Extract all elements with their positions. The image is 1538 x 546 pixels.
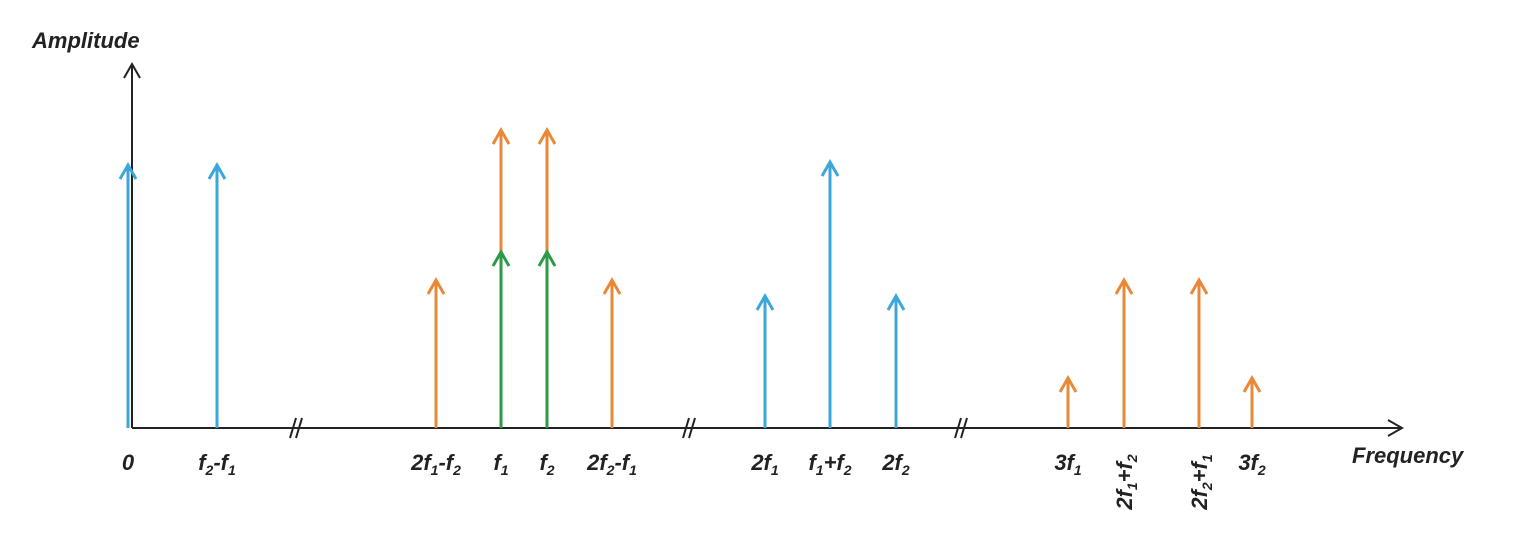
subscript: 1 [816,462,824,478]
label-part: 0 [122,450,135,475]
label-part: f [493,450,503,475]
x-axis-arrowhead [1387,419,1405,437]
frequency-label: 2f1-f2 [410,450,461,478]
frequency-label: f1 [493,450,508,478]
label-part: -f [614,450,631,475]
subscript: 2 [1124,454,1140,463]
y-axis-label: Amplitude [31,28,140,53]
label-part: +f [1187,459,1212,482]
arrowhead [1114,276,1134,295]
subscript: 1 [1124,482,1140,490]
arrowhead [1058,374,1078,393]
label-part: -f [438,450,455,475]
subscript: 1 [501,462,509,478]
label-part: 2f [410,450,433,475]
subscript: 2 [546,462,555,478]
subscript: 1 [629,462,637,478]
arrowhead [537,248,557,267]
frequency-label: 3f1 [1054,450,1082,478]
label-part: 2f [750,450,773,475]
frequency-label: 2f1 [750,450,779,478]
frequency-label: f2-f1 [198,450,236,478]
arrowhead [755,292,775,311]
frequency-label: 2f2-f1 [586,450,637,478]
subscript: 2 [452,462,461,478]
subscript: 2 [606,462,615,478]
label-part: f [198,450,208,475]
subscript: 2 [843,462,852,478]
subscript: 1 [771,462,779,478]
arrowhead [537,126,557,145]
subscript: 1 [1074,462,1082,478]
arrowhead [118,161,138,180]
label-part: +f [1112,459,1137,482]
x-axis-label: Frequency [1352,443,1465,468]
arrowhead [1242,374,1262,393]
label-part: 2f [1187,487,1212,510]
arrowhead [426,276,446,295]
label-part: 2f [1112,487,1137,510]
arrowhead [491,248,511,267]
frequency-label: 2f2 [881,450,910,478]
subscript: 1 [1199,454,1215,462]
arrowhead [886,292,906,311]
arrowhead [491,126,511,145]
arrowhead [207,161,227,180]
label-part: -f [213,450,230,475]
subscript: 2 [901,462,910,478]
frequency-label: 2f2+f1 [1187,454,1215,511]
axis-break [289,417,303,439]
subscript: 2 [1199,482,1215,491]
y-axis-arrowhead [123,61,141,79]
axis-breaks [289,417,968,439]
frequency-label: f2 [539,450,554,478]
subscript: 2 [205,462,214,478]
arrowhead [602,276,622,295]
label-part: 2f [881,450,904,475]
arrowhead [820,158,840,177]
subscript: 1 [228,462,236,478]
arrowhead [1189,276,1209,295]
subscript: 1 [431,462,439,478]
axis-break [954,417,968,439]
label-part: +f [824,450,847,475]
label-part: f [539,450,549,475]
label-part: 3f [1054,450,1076,475]
frequency-label: f1+f2 [808,450,851,478]
label-part: 3f [1238,450,1260,475]
frequency-label: 3f2 [1238,450,1266,478]
label-part: f [808,450,818,475]
axis-break [682,417,696,439]
frequency-label: 2f1+f2 [1112,454,1140,511]
frequency-label: 0 [122,450,135,475]
subscript: 2 [1257,462,1266,478]
label-part: 2f [586,450,609,475]
